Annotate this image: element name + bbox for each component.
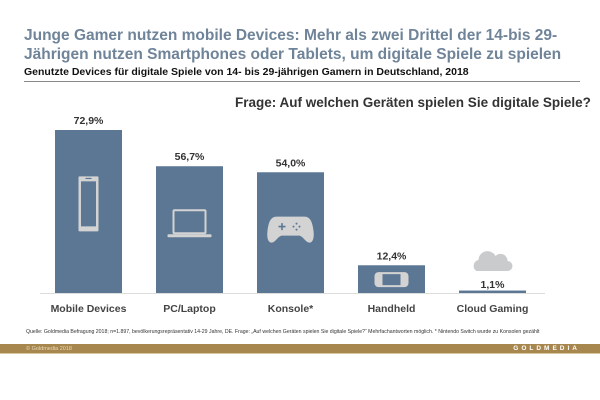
gamepad-icon — [267, 216, 314, 243]
footer-band — [0, 344, 600, 354]
survey-question: Frage: Auf welchen Geräten spielen Sie d… — [235, 95, 591, 110]
bar-4 — [459, 290, 526, 293]
category-label: Cloud Gaming — [457, 303, 529, 315]
handheld-console-icon — [374, 272, 409, 288]
value-label: 12,4% — [377, 250, 407, 262]
category-label: Mobile Devices — [51, 303, 127, 315]
chart-title: Junge Gamer nutzen mobile Devices: Mehr … — [24, 27, 562, 63]
category-label: PC/Laptop — [163, 303, 216, 315]
chart-subtitle: Genutzte Devices für digitale Spiele von… — [24, 66, 580, 82]
cloud-icon — [473, 251, 513, 271]
copyright: © Goldmedia 2018 — [26, 345, 72, 352]
value-label: 72,9% — [74, 115, 104, 127]
category-label: Handheld — [368, 303, 416, 315]
value-label: 1,1% — [481, 279, 506, 291]
value-label: 56,7% — [175, 151, 205, 163]
smartphone-icon — [78, 176, 99, 232]
bar-1 — [156, 166, 223, 293]
laptop-icon — [167, 209, 212, 238]
value-label: 54,0% — [276, 157, 306, 169]
category-label: Konsole* — [268, 303, 314, 315]
source-note: Quelle: Goldmedia Befragung 2018; n=1.89… — [26, 329, 540, 335]
brand-logo: GOLDMEDIA — [513, 345, 580, 352]
